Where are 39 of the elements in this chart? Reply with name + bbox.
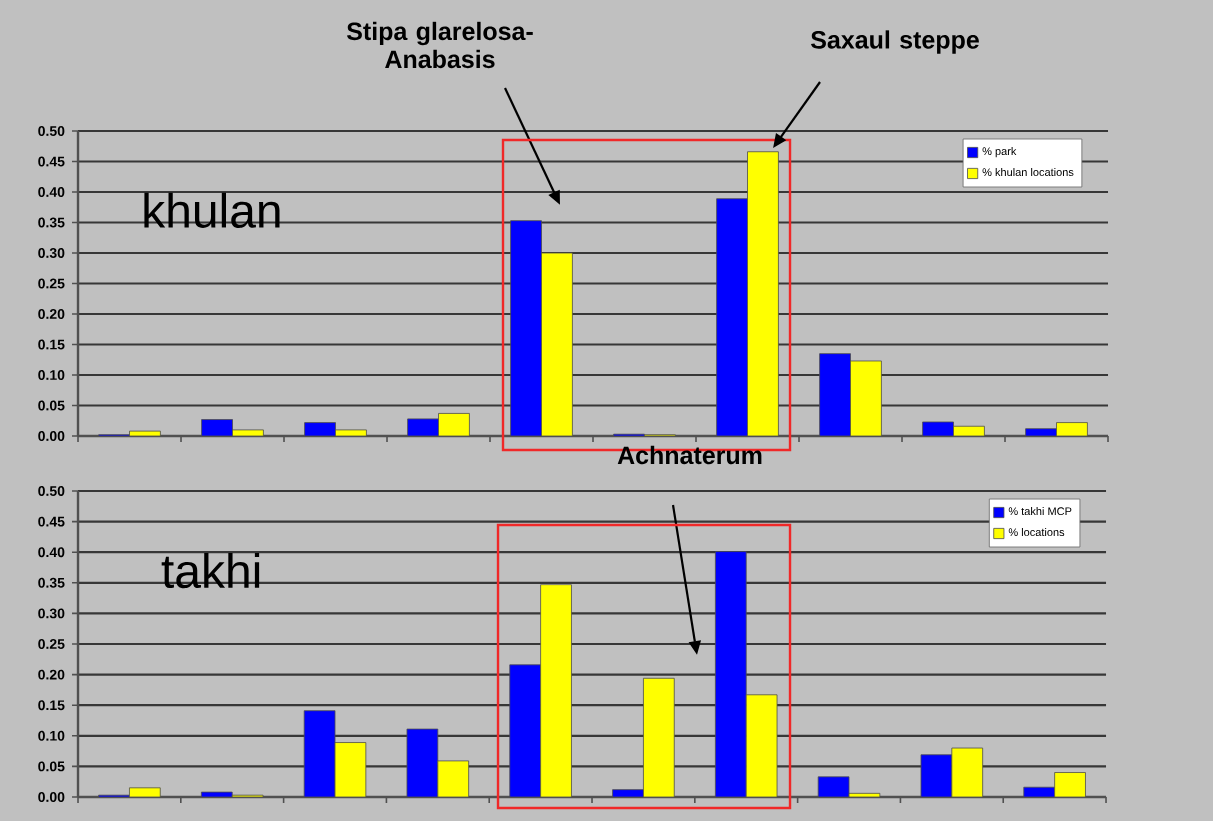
y-tick-label: 0.50 (38, 486, 65, 496)
bar (406, 728, 439, 797)
text: Achnaterum (617, 445, 762, 465)
bar (509, 664, 542, 797)
bar (510, 220, 542, 436)
legend-label: % khulan locations (982, 168, 1074, 177)
text: takhi (161, 552, 260, 589)
text: Saxaul steppe (810, 30, 979, 54)
y-tick-label: 0.40 (38, 547, 65, 558)
y-tick-label: 0.05 (38, 400, 65, 411)
y-tick-label: 0.10 (38, 370, 65, 380)
bar (714, 551, 747, 797)
text: Stipa glarelosa-Anabasis (346, 21, 533, 69)
y-tick-label: 0.15 (38, 700, 65, 711)
y-tick-label: 0.35 (38, 577, 65, 588)
text: khulan (144, 192, 280, 228)
y-tick-label: 0.15 (38, 339, 65, 350)
bar (819, 353, 851, 436)
y-tick-label: 0.30 (38, 608, 65, 619)
y-tick-label: 0.30 (38, 248, 65, 258)
legend-label: % locations (1008, 528, 1065, 537)
bar (303, 710, 336, 797)
y-tick-label: 0.40 (38, 187, 65, 197)
y-tick-label: 0.00 (38, 431, 65, 441)
y-tick-label: 0.50 (38, 126, 65, 136)
bar (920, 754, 953, 797)
y-tick-label: 0.25 (38, 639, 65, 649)
y-tick-label: 0.35 (38, 217, 65, 228)
y-tick-label: 0.20 (38, 309, 65, 319)
y-tick-label: 0.25 (38, 278, 65, 289)
bar (716, 198, 748, 436)
y-tick-label: 0.45 (38, 516, 65, 527)
y-tick-label: 0.05 (38, 761, 65, 772)
y-tick-label: 0.10 (38, 730, 65, 741)
y-tick-label: 0.20 (38, 669, 65, 680)
y-tick-label: 0.45 (38, 156, 65, 167)
legend-label: % park (982, 147, 1017, 158)
y-tick-label: 0.00 (38, 792, 65, 802)
legend-label: % takhi MCP (1008, 507, 1072, 516)
